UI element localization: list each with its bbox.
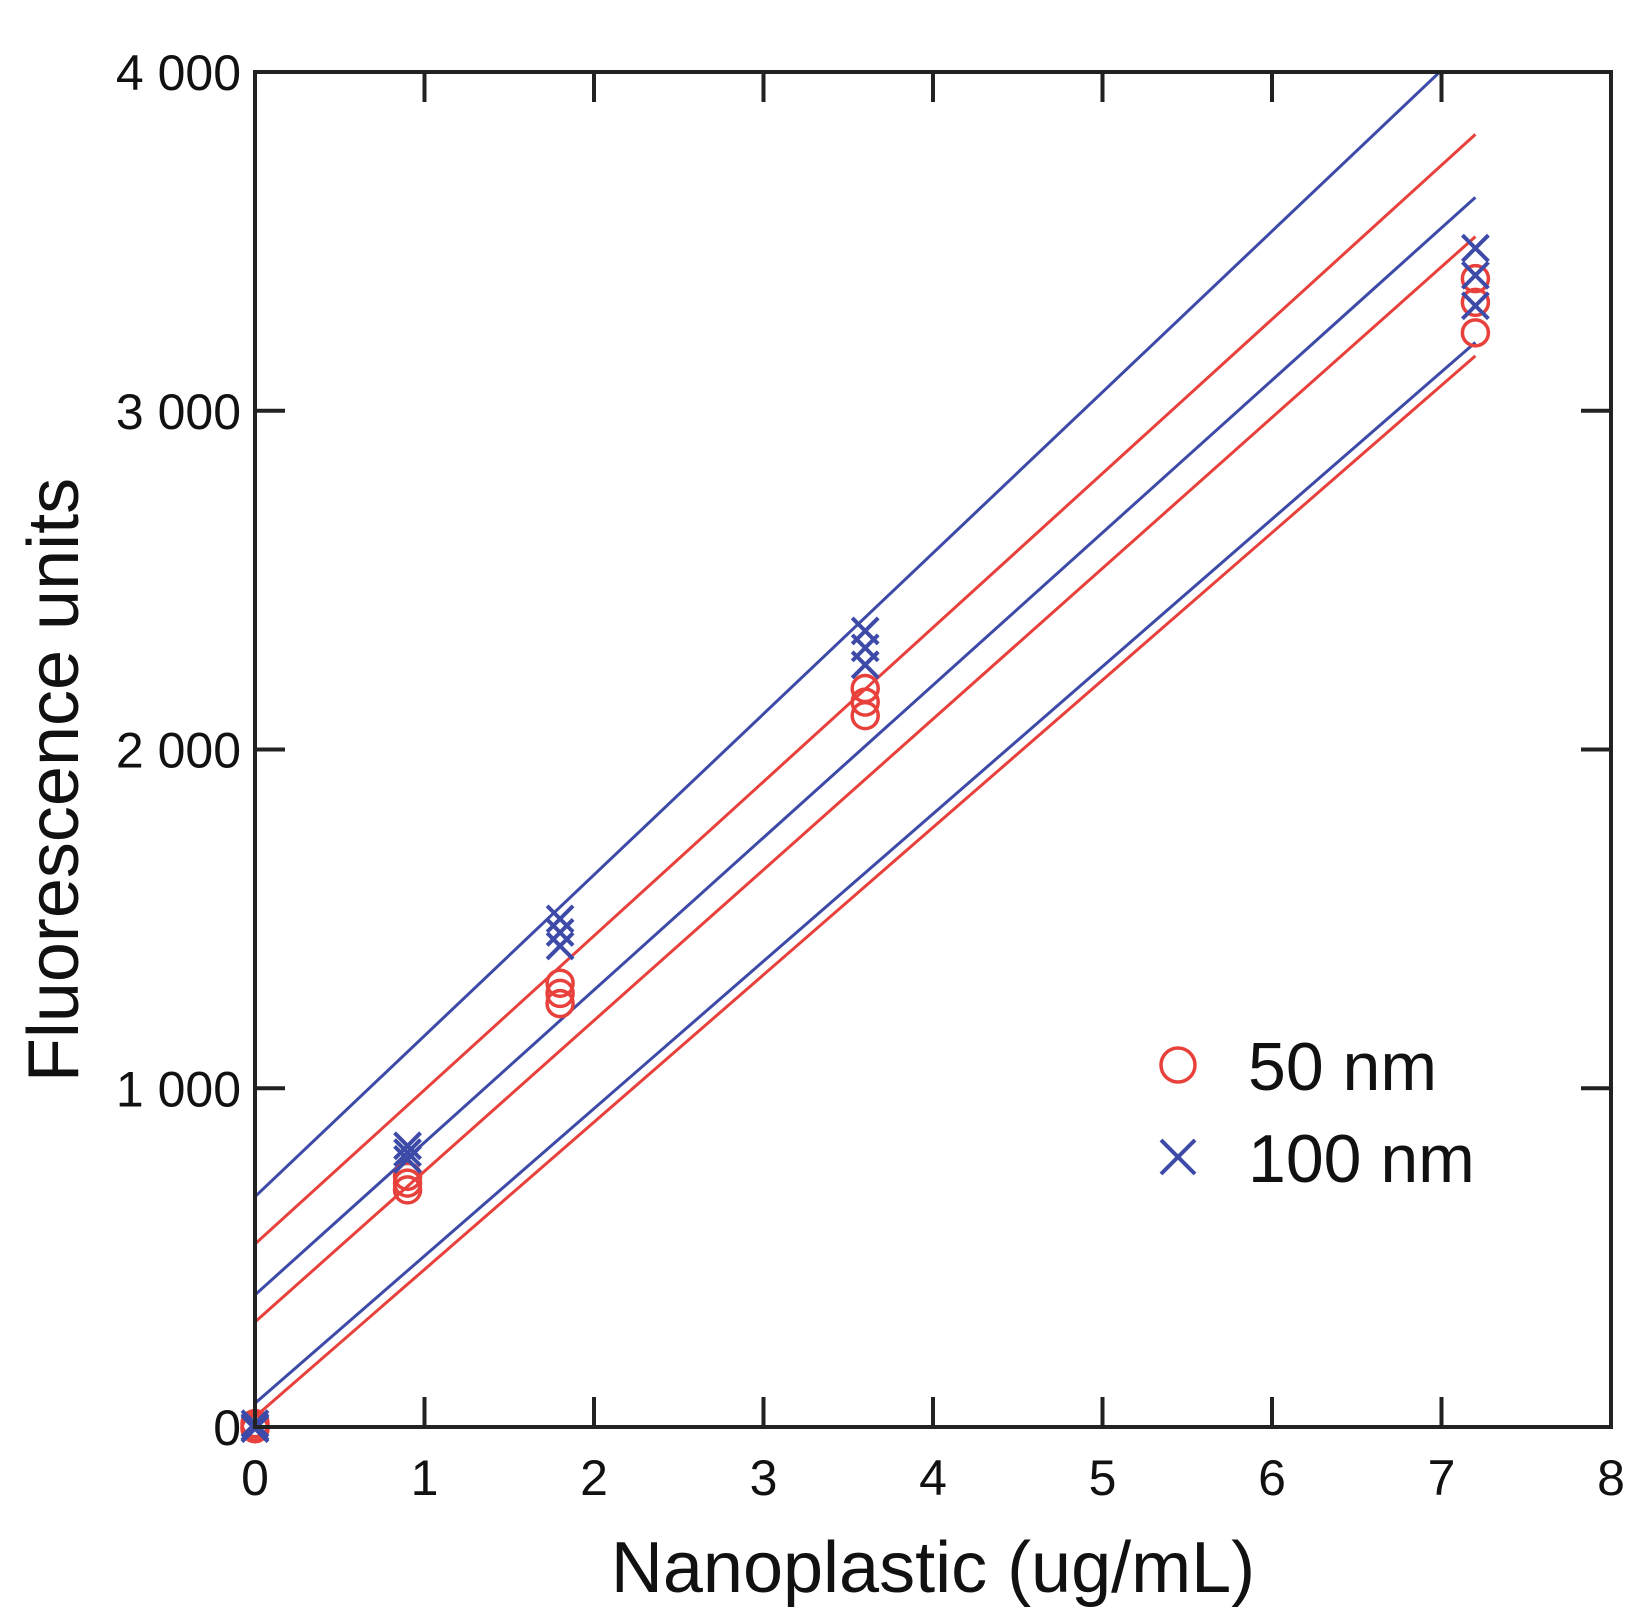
legend-marker-100nm-stroke-b: [1159, 1138, 1197, 1176]
data-point-50nm: [850, 673, 880, 704]
data-point-100nm: [393, 1144, 422, 1174]
legend: 50 nm 100 nm: [1159, 1029, 1475, 1197]
data-points: [240, 233, 1491, 1444]
legend-label-50nm: 50 nm: [1248, 1029, 1437, 1105]
x-tick-label: 0: [241, 1450, 269, 1506]
x-tick-label: 7: [1428, 1450, 1456, 1506]
fit-line-100nm-2: [255, 341, 1477, 1405]
data-point-50nm: [392, 1161, 423, 1192]
y-tick-label: 3 000: [116, 384, 241, 440]
x-tick-label: 6: [1258, 1450, 1286, 1506]
data-point-100nm: [545, 931, 575, 961]
tick-labels: 0 1 2 3 4 5 6 7 8 0 1 000 2 000 3 000 4 000: [116, 45, 1625, 1506]
y-tick-label: 4 000: [116, 45, 241, 101]
x-axis-title: Nanoplastic (ug/mL): [611, 1528, 1255, 1608]
data-point-50nm: [1460, 287, 1491, 318]
axis-ticks: [253, 70, 1613, 1429]
data-point-100nm-stroke-b: [393, 1131, 422, 1161]
data-point-100nm-stroke-b: [545, 904, 575, 934]
data-point-100nm: [1460, 260, 1490, 290]
fit-line-50nm-2: [255, 354, 1477, 1418]
data-point-50nm: [545, 978, 575, 1009]
data-point-100nm-stroke-b: [393, 1144, 422, 1174]
x-tick-label: 5: [1089, 1450, 1117, 1506]
data-point-100nm: [850, 616, 880, 646]
data-point-100nm-stroke-b: [850, 616, 880, 646]
legend-marker-100nm: [1159, 1138, 1197, 1176]
x-tick-label: 8: [1597, 1450, 1625, 1506]
fit-line-100nm-0: [255, 72, 1442, 1198]
data-point-100nm: [1460, 291, 1490, 321]
y-tick-label: 0: [213, 1400, 241, 1456]
data-point-100nm: [545, 918, 575, 947]
data-point-100nm-stroke-b: [545, 918, 575, 947]
data-point-100nm: [1460, 233, 1490, 263]
data-point-50nm: [545, 988, 575, 1019]
fit-line-100nm-1: [255, 196, 1477, 1297]
x-tick-label: 1: [411, 1450, 439, 1506]
fit-lines: [255, 72, 1477, 1418]
data-point-100nm: [393, 1131, 422, 1161]
data-point-100nm-stroke-b: [1460, 291, 1490, 321]
data-point-100nm-stroke-b: [545, 931, 575, 961]
legend-marker-50nm: [1159, 1046, 1197, 1084]
legend-markers: [1159, 1046, 1197, 1176]
legend-label-100nm: 100 nm: [1248, 1121, 1475, 1197]
x-tick-label: 2: [580, 1450, 608, 1506]
fit-line-50nm-1: [255, 235, 1477, 1324]
data-point-100nm: [545, 904, 575, 934]
y-axis-title: Fluorescence units: [14, 478, 94, 1082]
data-point-100nm-stroke-b: [393, 1138, 422, 1168]
data-point-50nm: [1460, 318, 1491, 348]
data-point-100nm-stroke-b: [1460, 233, 1490, 263]
y-tick-label: 2 000: [116, 723, 241, 779]
data-point-50nm: [545, 968, 575, 998]
data-point-50nm: [850, 687, 880, 717]
y-tick-label: 1 000: [116, 1061, 241, 1117]
data-point-50nm: [1460, 263, 1491, 294]
data-point-100nm-stroke-b: [1460, 260, 1490, 290]
x-tick-label: 4: [919, 1450, 947, 1506]
data-point-100nm: [393, 1138, 422, 1168]
x-tick-label: 3: [750, 1450, 778, 1506]
